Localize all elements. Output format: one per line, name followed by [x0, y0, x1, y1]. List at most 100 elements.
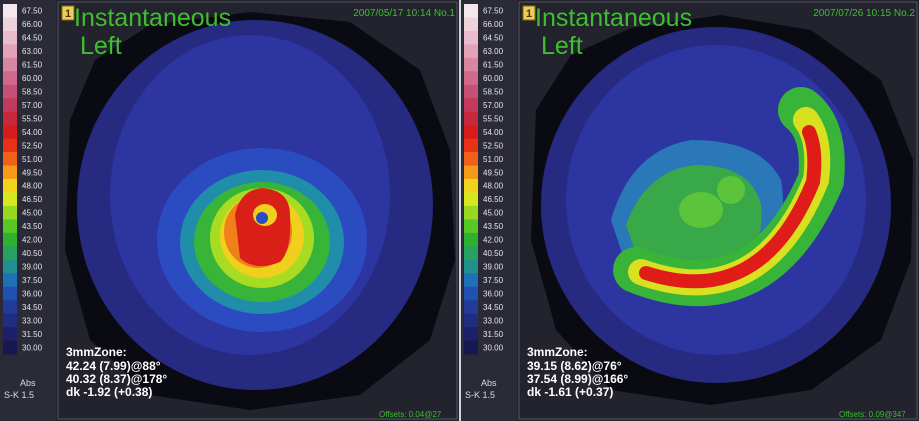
scale-label: 49.50	[22, 168, 43, 177]
scale-swatch	[464, 98, 478, 112]
scale-swatch	[3, 112, 17, 126]
map-subtitle: Left	[80, 32, 122, 60]
offsets: Offsets: 0.04@27	[379, 410, 442, 419]
scale-label: 33.00	[22, 316, 43, 325]
scale-label: 36.00	[22, 289, 43, 298]
scale-swatch	[464, 300, 478, 314]
scale-swatch	[464, 233, 478, 247]
scale-label: 61.50	[483, 61, 504, 70]
badge: 1	[65, 8, 71, 20]
map-title: Instantaneous	[535, 4, 692, 32]
scale-label: 31.50	[22, 330, 43, 339]
zone-line: 40.32 (8.37)@178°	[66, 372, 167, 386]
scale-label: 34.50	[22, 303, 43, 312]
scale-swatch	[464, 273, 478, 287]
zone-heading: 3mmZone:	[66, 345, 127, 359]
zone-line: dk -1.92 (+0.38)	[66, 385, 152, 399]
scale-label: 31.50	[483, 330, 504, 339]
scale-swatch	[464, 341, 478, 355]
scale-label: 43.50	[22, 222, 43, 231]
scale-swatch	[3, 273, 17, 287]
scale-swatch	[3, 246, 17, 260]
scale-label: 30.00	[22, 343, 43, 352]
scale-swatch	[3, 31, 17, 45]
scale-label: 48.00	[22, 182, 43, 191]
scale-label: 54.00	[22, 128, 43, 137]
scale-label: 40.50	[483, 249, 504, 258]
scale-label: 48.00	[483, 182, 504, 191]
timestamp: 2007/05/17 10:14 No.1	[353, 8, 455, 19]
scale-swatch	[3, 314, 17, 328]
scale-label: 42.00	[483, 236, 504, 245]
scale-swatch	[464, 166, 478, 180]
scale-swatch	[464, 125, 478, 139]
offsets: Offsets: 0.09@347	[839, 410, 906, 419]
scale-swatch	[3, 179, 17, 193]
scale-swatch	[3, 17, 17, 31]
scale-swatch	[464, 192, 478, 206]
scale-label: 39.00	[22, 263, 43, 272]
scale-swatch	[464, 31, 478, 45]
scale-swatch	[3, 44, 17, 58]
scale-label: 46.50	[22, 195, 43, 204]
scale-label: 61.50	[22, 61, 43, 70]
zone-heading: 3mmZone:	[527, 345, 588, 359]
scale-swatch	[464, 314, 478, 328]
scale-swatch	[3, 98, 17, 112]
screen: 67.5066.0064.5063.0061.5060.0058.5057.00…	[0, 0, 919, 421]
scale-swatch	[3, 341, 17, 355]
scale-swatch	[3, 85, 17, 99]
scale-swatch	[3, 300, 17, 314]
scale-swatch	[464, 206, 478, 220]
timestamp: 2007/07/26 10:15 No.2	[813, 8, 915, 19]
scale-label: 55.50	[483, 114, 504, 123]
scale-label: 45.00	[483, 209, 504, 218]
scale-label: 67.50	[22, 7, 43, 16]
badge: 1	[526, 8, 532, 20]
scale-swatch	[3, 71, 17, 85]
scale-label: 64.50	[22, 34, 43, 43]
scale-label: 54.00	[483, 128, 504, 137]
topography-panel: 67.5066.0064.5063.0061.5060.0058.5057.00…	[0, 0, 459, 421]
scale-step: S-K 1.5	[465, 390, 495, 400]
scale-swatch	[464, 58, 478, 72]
scale-swatch	[464, 152, 478, 166]
scale-swatch	[3, 125, 17, 139]
map-title: Instantaneous	[74, 4, 231, 32]
scale-label: 39.00	[483, 263, 504, 272]
scale-label: 60.00	[22, 74, 43, 83]
zone-line: 37.54 (8.99)@166°	[527, 372, 628, 386]
scale-swatch	[464, 246, 478, 260]
scale-swatch	[3, 260, 17, 274]
scale-swatch	[464, 44, 478, 58]
scale-label: 30.00	[483, 343, 504, 352]
scale-label: 42.00	[22, 236, 43, 245]
scale-label: 58.50	[483, 88, 504, 97]
scale-swatch	[3, 233, 17, 247]
scale-label: 46.50	[483, 195, 504, 204]
scale-unit: Abs	[481, 378, 497, 388]
scale-label: 57.00	[22, 101, 43, 110]
scale-label: 67.50	[483, 7, 504, 16]
scale-label: 49.50	[483, 168, 504, 177]
scale-swatch	[3, 139, 17, 153]
scale-label: 64.50	[483, 34, 504, 43]
map-subtitle: Left	[541, 32, 583, 60]
scale-label: 51.00	[483, 155, 504, 164]
topography-panel: 67.5066.0064.5063.0061.5060.0058.5057.00…	[461, 0, 919, 421]
zone-line: 42.24 (7.99)@88°	[66, 359, 161, 373]
scale-label: 58.50	[22, 88, 43, 97]
scale-swatch	[464, 85, 478, 99]
scale-label: 37.50	[483, 276, 504, 285]
zone-line: 39.15 (8.62)@76°	[527, 359, 622, 373]
scale-label: 57.00	[483, 101, 504, 110]
scale-label: 63.00	[22, 47, 43, 56]
scale-swatch	[464, 287, 478, 301]
scale-label: 40.50	[22, 249, 43, 258]
scale-label: 55.50	[22, 114, 43, 123]
scale-swatch	[464, 4, 478, 18]
scale-swatch	[3, 219, 17, 233]
scale-swatch	[464, 17, 478, 31]
scale-swatch	[3, 166, 17, 180]
scale-label: 52.50	[22, 141, 43, 150]
